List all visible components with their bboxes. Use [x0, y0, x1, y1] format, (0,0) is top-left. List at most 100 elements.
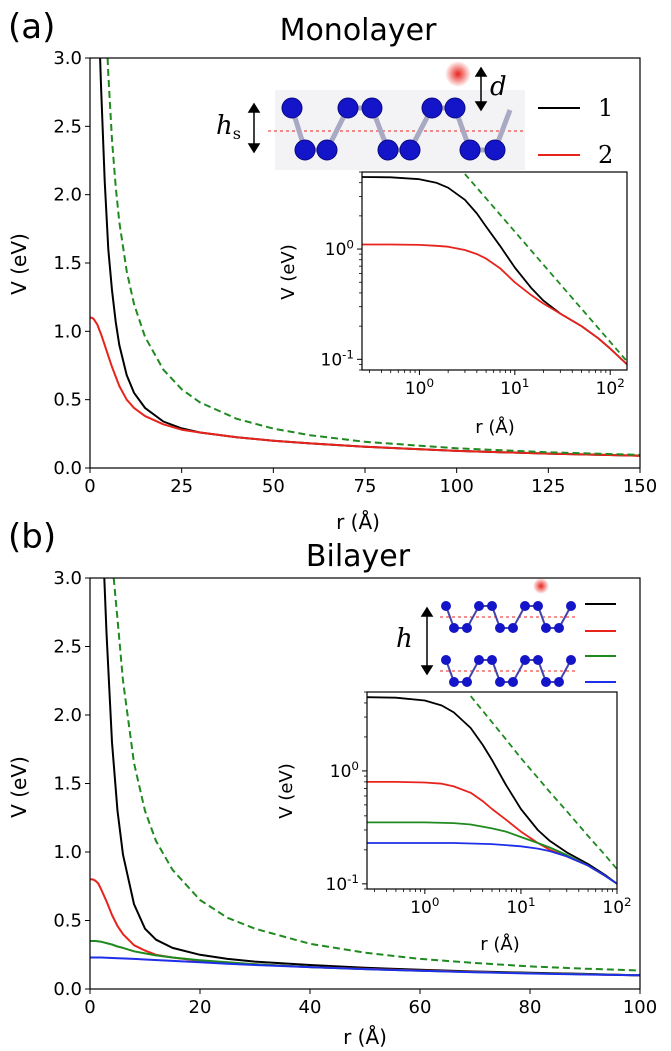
tick-label-base: 10: [410, 898, 432, 918]
atom: [294, 139, 316, 161]
atom: [508, 623, 518, 633]
panel-a-ylabel: V (eV): [7, 233, 31, 295]
panel-b-title: Bilayer: [306, 539, 411, 574]
legend-label-1: 1: [598, 94, 613, 122]
x-tick-label: 25: [170, 476, 193, 497]
tick-label-base: 10: [602, 898, 624, 918]
atom: [541, 677, 551, 687]
height-label: h: [396, 624, 413, 654]
tick-label-exponent: 2: [617, 376, 625, 390]
legend-label-2: 2: [598, 141, 613, 169]
atom: [533, 655, 543, 665]
x-tick-label: 0: [84, 476, 95, 497]
x-tick-label: 60: [409, 997, 432, 1018]
distance-label: d: [490, 72, 507, 102]
x-tick-label: 20: [189, 997, 212, 1018]
tick-label-base: 10: [321, 350, 343, 370]
tick-label-base: 10: [405, 379, 427, 399]
y-tick-label: 1.5: [53, 774, 82, 795]
tick-label-exponent: 0: [351, 759, 359, 773]
x-tick-label: 75: [354, 476, 377, 497]
y-tick-label: 1.0: [53, 842, 82, 863]
y-tick-label: 0.0: [53, 979, 82, 1000]
atom: [554, 677, 564, 687]
y-tick-label: 0.5: [53, 911, 82, 932]
panel-b-inset-ylabel: V (eV): [276, 763, 297, 818]
atom: [487, 655, 497, 665]
atom: [316, 139, 338, 161]
x-tick-label: 40: [299, 997, 322, 1018]
inset-series-line-2: [362, 243, 627, 366]
panel-b-schematic: h: [396, 578, 576, 687]
atom: [421, 97, 443, 119]
atom: [361, 97, 383, 119]
atom: [449, 623, 459, 633]
inset-series-line-3: [464, 173, 627, 362]
atom: [508, 677, 518, 687]
atom: [337, 97, 359, 119]
tick-label-base: 10: [326, 875, 348, 895]
series-group: [90, 58, 640, 457]
y-tick-label: 1.0: [53, 321, 82, 342]
atom: [449, 677, 459, 687]
height-label-sub: s: [233, 124, 241, 143]
atom: [520, 601, 530, 611]
atom: [495, 677, 505, 687]
tick-label-base: 10: [506, 898, 528, 918]
atom: [459, 139, 481, 161]
tick-label-exponent: -1: [347, 872, 359, 886]
y-tick-label: 3.0: [53, 568, 82, 589]
panel-a-xlabel: r (Å): [336, 510, 380, 534]
series-line-5: [112, 578, 640, 972]
tick-label-exponent: -1: [342, 348, 354, 362]
series-line-3: [90, 940, 640, 977]
y-tick-label: 2.5: [53, 116, 82, 137]
y-tick-label: 2.0: [53, 185, 82, 206]
height-label-main: h: [216, 111, 233, 141]
panel-a-inset-xlabel: r (Å): [475, 416, 514, 438]
x-tick-label: 50: [262, 476, 285, 497]
inset-frame: [361, 171, 628, 371]
atom: [474, 655, 484, 665]
tick-label-base: 10: [500, 379, 522, 399]
y-tick-label: 0.5: [53, 390, 82, 411]
schematic-bg: [275, 90, 525, 170]
panel-b-ylabel: V (eV): [7, 756, 31, 818]
panel-a: (a) Monolayer 0 25 50 75 100 125 1500.00.51.01…: [7, 7, 657, 534]
series-group: [90, 578, 640, 977]
x-tick-label: 125: [531, 476, 565, 497]
atom: [520, 655, 530, 665]
tick-label-exponent: 0: [432, 895, 440, 909]
inset-series-line-1: [367, 696, 617, 885]
y-tick-label: 0.0: [53, 458, 82, 479]
x-tick-label: 102: [596, 376, 625, 399]
tick-label-base: 10: [325, 240, 347, 260]
inset-series-line-4: [367, 842, 617, 885]
series-line-2: [90, 316, 640, 457]
panel-b-label: (b): [8, 517, 56, 557]
atom: [487, 601, 497, 611]
atom: [399, 139, 421, 161]
point-charge-icon: [533, 578, 549, 594]
panel-a-title: Monolayer: [280, 13, 438, 48]
atom: [566, 601, 576, 611]
atom: [444, 97, 466, 119]
distance-arrow-icon: [474, 66, 488, 112]
x-tick-label: 100: [405, 376, 434, 399]
atom: [462, 623, 472, 633]
atom: [441, 655, 451, 665]
atom: [377, 139, 399, 161]
series-line-3: [106, 58, 640, 456]
atom: [566, 655, 576, 665]
series-line-4: [90, 956, 640, 977]
x-tick-label: 100: [410, 895, 439, 918]
panel-a-schematic: d hs: [216, 61, 525, 170]
tick-label-exponent: 0: [346, 237, 354, 251]
panel-b-inset-xlabel: r (Å): [480, 933, 519, 955]
x-tick-label: 101: [500, 376, 529, 399]
atom: [495, 623, 505, 633]
y-tick-label: 100: [325, 237, 354, 260]
